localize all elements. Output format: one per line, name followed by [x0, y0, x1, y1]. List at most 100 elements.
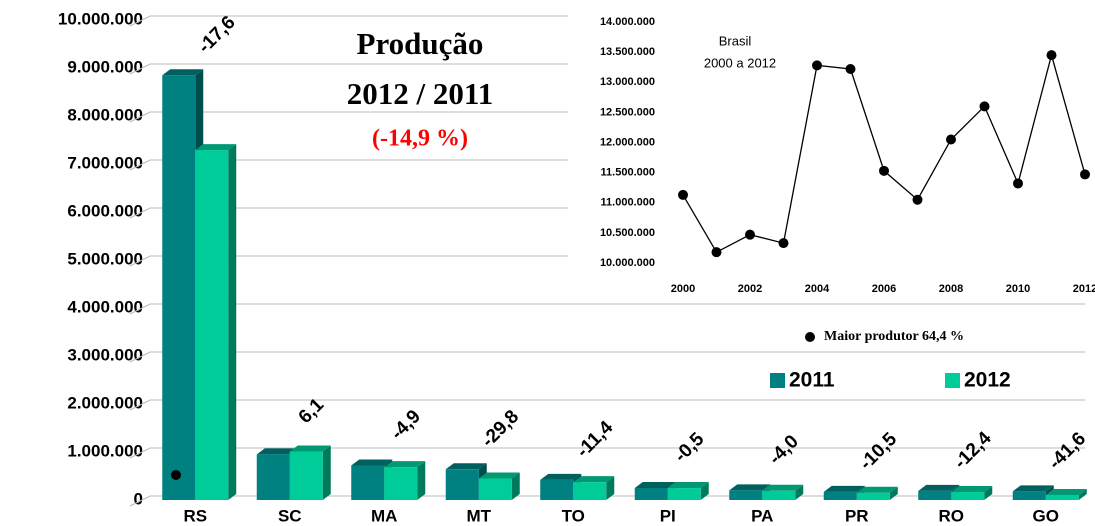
x-tick-label: SC	[278, 506, 302, 525]
legend-swatch	[770, 373, 785, 388]
point	[812, 60, 822, 71]
bar-side	[417, 461, 426, 500]
change-label: -4,9	[387, 406, 425, 444]
bar	[289, 451, 323, 500]
point	[711, 247, 722, 258]
bar-side	[889, 486, 898, 500]
bar-side	[795, 484, 804, 500]
y-tick-label: 14.000.000	[600, 16, 655, 28]
bar	[384, 467, 418, 500]
bar	[856, 492, 890, 500]
x-tick-label: PA	[751, 506, 773, 525]
point	[946, 134, 956, 145]
bar-top	[573, 476, 615, 483]
y-tick-label: 6.000.000	[67, 201, 143, 220]
x-tick-label: 2012	[1073, 283, 1095, 295]
change-label: -4,0	[765, 431, 803, 469]
x-tick-label: TO	[562, 506, 585, 525]
x-tick-label: RS	[183, 506, 207, 525]
point	[1013, 178, 1023, 189]
bar-side	[606, 476, 615, 500]
y-tick-label: 10.000.000	[58, 9, 143, 28]
y-tick-label: 12.500.000	[600, 106, 655, 118]
bar	[762, 490, 796, 500]
chart-subtitle: 2012 / 2011	[347, 76, 493, 111]
bar-top	[823, 485, 865, 492]
y-tick-label: 8.000.000	[67, 105, 143, 124]
bar-top	[384, 461, 426, 468]
y-tick-label: 12.000.000	[600, 136, 655, 148]
x-tick-label: 2006	[872, 283, 896, 295]
bar	[951, 492, 985, 500]
annotation: (-14,9 %)	[372, 126, 468, 152]
bar	[162, 75, 196, 500]
x-tick-label: 2008	[939, 283, 963, 295]
bar	[1012, 491, 1046, 500]
bar	[478, 478, 512, 500]
point	[912, 194, 923, 205]
x-tick-label: 2002	[738, 283, 762, 295]
bar-top	[1012, 485, 1054, 492]
grid-line	[129, 303, 1085, 315]
y-tick-label: 2.000.000	[67, 393, 143, 412]
bar-top	[445, 463, 487, 470]
grid-line	[129, 447, 1085, 459]
bar-top	[856, 486, 898, 493]
bar-top	[918, 484, 960, 491]
bar-side	[511, 472, 520, 500]
bar	[540, 479, 574, 500]
y-tick-label: 9.000.000	[67, 57, 143, 76]
change-label: -10,5	[856, 428, 902, 474]
x-tick-label: MT	[466, 506, 491, 525]
bar-top	[1045, 488, 1087, 495]
inset-background	[568, 8, 1095, 303]
y-tick-label: 10.500.000	[600, 227, 655, 239]
bar	[918, 490, 952, 500]
bar	[634, 488, 668, 500]
change-label: 6,1	[295, 394, 329, 428]
bar-top	[951, 486, 993, 493]
bar-top	[256, 448, 298, 455]
x-tick-label: PI	[660, 506, 676, 525]
bar-top	[162, 69, 204, 76]
grid-line	[129, 399, 1085, 411]
x-tick-label: MA	[371, 506, 397, 525]
point	[1046, 50, 1057, 61]
change-label: -17,6	[194, 12, 239, 57]
y-tick-label: 11.500.000	[601, 167, 655, 179]
y-tick-label: 0	[134, 489, 143, 508]
x-tick-label: 2000	[671, 283, 695, 295]
bar-top	[289, 445, 331, 452]
inset-chart: 10.000.000 10.500.000 11.000.000 11.500.000…	[568, 8, 1095, 303]
bar	[729, 490, 763, 500]
bar	[445, 469, 479, 500]
bar	[667, 488, 701, 500]
y-tick-label: 13.500.000	[600, 46, 655, 58]
y-tick-label: 1.000.000	[67, 441, 143, 460]
x-tick-label: RO	[939, 506, 965, 525]
bar	[823, 491, 857, 500]
y-tick-label: 7.000.000	[67, 153, 143, 172]
legend-label: 2012	[964, 369, 1011, 392]
bar-side	[322, 445, 331, 500]
bar	[195, 150, 229, 500]
bar-top	[195, 144, 237, 151]
point	[845, 63, 856, 74]
bar-top	[478, 472, 520, 479]
bar-top	[729, 484, 771, 491]
point	[678, 189, 688, 200]
x-tick-label: 2010	[1006, 283, 1030, 295]
chart-title: Produção	[357, 26, 484, 61]
x-tick-label: GO	[1033, 506, 1059, 525]
bar-side	[984, 486, 993, 500]
legend-label: 2011	[789, 369, 835, 392]
bar-top	[762, 484, 804, 491]
y-tick-label: 11.000.000	[601, 197, 655, 209]
inset-title: Brasil	[719, 33, 752, 48]
point	[778, 238, 789, 249]
change-label: -0,5	[670, 428, 708, 466]
bar-top	[540, 473, 582, 480]
point	[979, 101, 990, 112]
change-label: -29,8	[478, 406, 523, 451]
